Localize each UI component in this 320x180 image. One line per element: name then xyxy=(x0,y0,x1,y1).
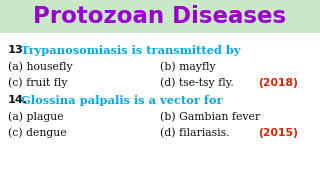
Text: (d) tse-tsy fly.: (d) tse-tsy fly. xyxy=(160,78,234,88)
Text: (c) fruit fly: (c) fruit fly xyxy=(8,78,68,88)
Text: Trypanosomiasis is transmitted by: Trypanosomiasis is transmitted by xyxy=(21,44,241,55)
Text: 14.: 14. xyxy=(8,95,28,105)
Text: (c) dengue: (c) dengue xyxy=(8,128,67,138)
Text: (2015): (2015) xyxy=(258,128,298,138)
Text: (a) plague: (a) plague xyxy=(8,112,64,122)
Text: 13.: 13. xyxy=(8,45,28,55)
Text: Glossina palpalis is a vector for: Glossina palpalis is a vector for xyxy=(21,94,222,105)
Text: Protozoan Diseases: Protozoan Diseases xyxy=(33,5,287,28)
Text: (2018): (2018) xyxy=(258,78,298,88)
Text: (d) filariasis.: (d) filariasis. xyxy=(160,128,229,138)
Text: (b) mayfly: (b) mayfly xyxy=(160,62,216,72)
Text: (a) housefly: (a) housefly xyxy=(8,62,73,72)
Text: (b) Gambian fever: (b) Gambian fever xyxy=(160,112,260,122)
FancyBboxPatch shape xyxy=(0,0,320,33)
